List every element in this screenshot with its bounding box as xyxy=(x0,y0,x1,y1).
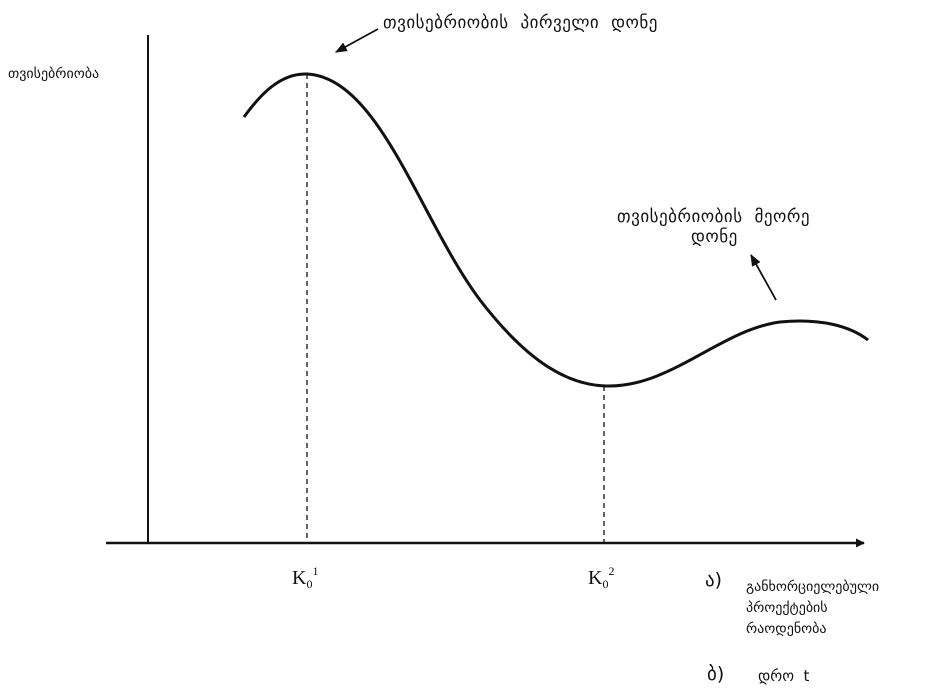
x-axis-option-a-line1: განხორციელებული xyxy=(746,579,880,595)
first-level-label: თვისებრიობის პირველი დონე xyxy=(383,13,658,33)
x-axis-option-b-marker: ბ) xyxy=(707,663,725,685)
second-level-arrow xyxy=(750,253,777,301)
tick-k0-1-base: K xyxy=(292,567,307,589)
tick-k0-2-base: K xyxy=(588,567,603,589)
tick-k0-2-sub: 0 xyxy=(602,577,609,591)
tick-k0-2: K02 xyxy=(588,564,615,592)
x-axis-option-a-marker: ა) xyxy=(705,569,723,591)
y-axis-label: თვისებრიობა xyxy=(8,66,100,82)
second-level-label-line2: დონე xyxy=(691,226,738,247)
tick-k0-2-sup: 2 xyxy=(608,564,615,578)
second-level-label: თვისებრიობის მეორე დონე xyxy=(617,207,811,247)
x-axis-option-b-label: დრო t xyxy=(758,667,810,685)
x-axis-option-a-label: განხორციელებული პროექტების რაოდენობა xyxy=(746,577,879,640)
x-axis-option-a-line3: რაოდენობა xyxy=(746,621,827,637)
x-axis-option-a-line2: პროექტების xyxy=(746,600,828,616)
tick-k0-1-sup: 1 xyxy=(312,564,319,578)
first-level-arrow xyxy=(334,28,379,53)
second-level-label-line1: თვისებრიობის მეორე xyxy=(617,207,811,227)
tick-k0-1: K01 xyxy=(292,564,319,592)
tick-k0-1-sub: 0 xyxy=(306,577,313,591)
